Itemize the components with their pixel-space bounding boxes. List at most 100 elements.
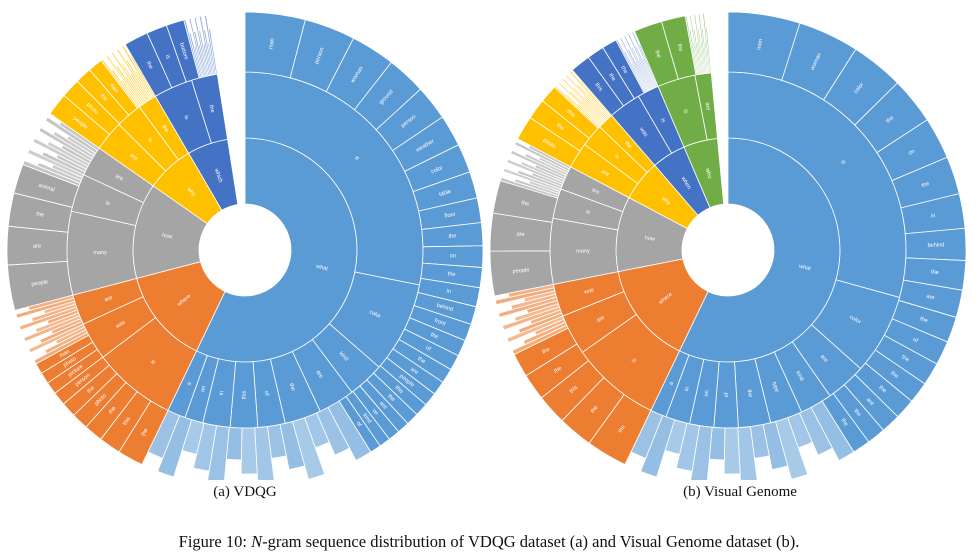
ring3-label-when-0: this bbox=[593, 82, 603, 93]
subcaption-b: (b) Visual Genome bbox=[683, 484, 797, 500]
ring2-label-who-are: are bbox=[704, 102, 711, 111]
ring3-label-what-23: on bbox=[371, 408, 380, 417]
ring2-label-what-the: the bbox=[288, 383, 296, 392]
ring3-tail-who-13 bbox=[705, 26, 712, 74]
ring1-label-why: why bbox=[659, 195, 671, 207]
ring3-label-when-2: the bbox=[619, 65, 628, 75]
ring2-label-how-are: are bbox=[590, 187, 600, 196]
ring3-label-what-9: are bbox=[926, 294, 935, 302]
ring2-label-why-the: the bbox=[623, 140, 633, 150]
ring1-label-who: who bbox=[704, 167, 713, 179]
ring2-label-what-on: on bbox=[200, 385, 208, 393]
ring2-label-where-are: are bbox=[104, 295, 114, 303]
ring2-label-what-in: in bbox=[219, 391, 226, 396]
ring3-label-what-14: front bbox=[434, 318, 447, 328]
ring3-label-how-1: are bbox=[516, 231, 525, 238]
ring2-label-what-is: is bbox=[354, 155, 361, 162]
ring3-label-where-4: the bbox=[541, 347, 551, 356]
ring3-label-where-2: this bbox=[569, 384, 580, 394]
ring3-label-what-22: are bbox=[378, 401, 388, 411]
ring2-label-where-are: are bbox=[596, 315, 606, 324]
ring3-label-what-14: the bbox=[877, 385, 887, 395]
ring3-label-what-20: this bbox=[394, 385, 405, 395]
ring2-label-what-color: color bbox=[368, 309, 382, 320]
ring3-label-where-3: the bbox=[553, 365, 563, 374]
ring3-label-where-8: man bbox=[59, 349, 71, 360]
ring2-label-when-was: was bbox=[637, 126, 648, 139]
caption-text: -gram sequence distribution of VDQG data… bbox=[262, 532, 800, 551]
ring3-label-what-0: man bbox=[268, 38, 275, 50]
ring3-label-when-1: the bbox=[607, 73, 616, 83]
ring2-label-what-a: a bbox=[668, 380, 675, 386]
ring3-label-how-3: animal bbox=[38, 183, 56, 194]
ring3-tail-which-13 bbox=[208, 28, 218, 75]
ring1-label-how: how bbox=[162, 233, 174, 241]
ring2-label-which-is: is bbox=[182, 115, 189, 121]
sunburst-chart-visual-genome: whatiscolorarekindtypetheofoninamanwoman… bbox=[489, 11, 967, 480]
ring1-label-what: what bbox=[315, 264, 329, 273]
ring3-label-what-7: table bbox=[439, 189, 452, 198]
ring2-label-where-is: is bbox=[150, 359, 157, 366]
ring3-label-where-1: the bbox=[590, 405, 600, 415]
ring1-label-which: which bbox=[213, 167, 224, 183]
ring3-label-what-13: behind bbox=[436, 303, 454, 313]
ring3-label-where-1: this bbox=[122, 416, 132, 427]
ring3-label-what-17: the bbox=[416, 356, 426, 365]
sunburst-figure: whatiscolorkindaretheofthisinonamanperso… bbox=[6, 11, 967, 480]
ring3-label-what-10: on bbox=[450, 253, 456, 259]
ring3-label-what-8: the bbox=[931, 269, 939, 276]
ring2-label-what-is: is bbox=[840, 159, 847, 166]
ring2-label-why-are: are bbox=[600, 169, 610, 178]
ring3-label-why-2: this bbox=[565, 109, 576, 119]
ring3-label-what-13: the bbox=[889, 370, 899, 379]
ring3-label-how-0: people bbox=[512, 267, 529, 275]
ring3-label-what-16: of bbox=[425, 345, 432, 353]
ring3-label-which-1: is bbox=[164, 54, 171, 60]
ring2-label-what-on: on bbox=[704, 390, 711, 397]
ring3-label-how-1: are bbox=[33, 244, 41, 250]
ring2-label-what-of: of bbox=[263, 391, 270, 397]
ring3-tail-what-7 bbox=[240, 427, 258, 475]
ring2-label-why-the: the bbox=[160, 124, 169, 134]
ring2-label-where-was: was bbox=[582, 287, 594, 296]
ring3-label-what-12: the bbox=[900, 354, 910, 363]
ring2-label-where-is: is bbox=[631, 357, 638, 364]
ring2-label-why-are: are bbox=[128, 152, 138, 162]
ring3-label-what-6: in bbox=[931, 213, 936, 220]
ring3-label-what-7: behind bbox=[927, 242, 944, 248]
ring2-label-how-is: is bbox=[585, 209, 591, 216]
ring2-label-how-are: are bbox=[114, 173, 124, 182]
ring3-label-what-17: the bbox=[840, 418, 849, 428]
ring2-label-what-color: color bbox=[848, 314, 862, 325]
ring3-label-what-5: the bbox=[921, 181, 930, 189]
ring3-label-how-2: the bbox=[521, 200, 530, 208]
ring3-label-what-3: the bbox=[885, 115, 895, 125]
caption-prefix: Figure 10: bbox=[178, 532, 247, 551]
ring3-label-how-0: people bbox=[31, 279, 49, 288]
ring3-label-which-0: the bbox=[145, 60, 154, 70]
ring3-label-what-15: the bbox=[429, 332, 439, 341]
ring3-label-what-4: on bbox=[908, 148, 916, 156]
ring2-label-what-this: this bbox=[242, 390, 248, 399]
ring3-label-what-0: man bbox=[756, 39, 764, 51]
ring2-label-what-are: are bbox=[315, 370, 324, 380]
ring2-label-what-of: of bbox=[724, 392, 730, 397]
ring1-label-how: how bbox=[644, 235, 656, 243]
caption-n-symbol: N bbox=[251, 532, 263, 551]
ring1-label-why: why bbox=[185, 186, 197, 198]
ring1-label-what: what bbox=[798, 264, 812, 273]
ring3-label-what-12: in bbox=[446, 289, 451, 296]
ring3-label-which-2: bottom bbox=[178, 42, 189, 60]
ring2-label-which-the: the bbox=[208, 104, 216, 113]
ring3-label-what-15: are bbox=[865, 397, 875, 407]
ring2-label-what-a: a bbox=[186, 381, 193, 387]
ring3-label-what-21: the bbox=[386, 393, 396, 403]
ring3-label-what-24: kind bbox=[361, 413, 372, 425]
ring3-label-why-1: the bbox=[555, 123, 565, 132]
ring3-label-what-18: are bbox=[409, 366, 419, 376]
ring3-label-what-16: the bbox=[852, 408, 862, 418]
ring3-label-what-11: the bbox=[447, 271, 455, 278]
sunburst-chart-vdqg: whatiscolorkindaretheofthisinonamanperso… bbox=[6, 11, 484, 480]
ring3-label-what-9: the bbox=[448, 233, 456, 240]
ring3-label-where-4: the bbox=[86, 385, 96, 395]
